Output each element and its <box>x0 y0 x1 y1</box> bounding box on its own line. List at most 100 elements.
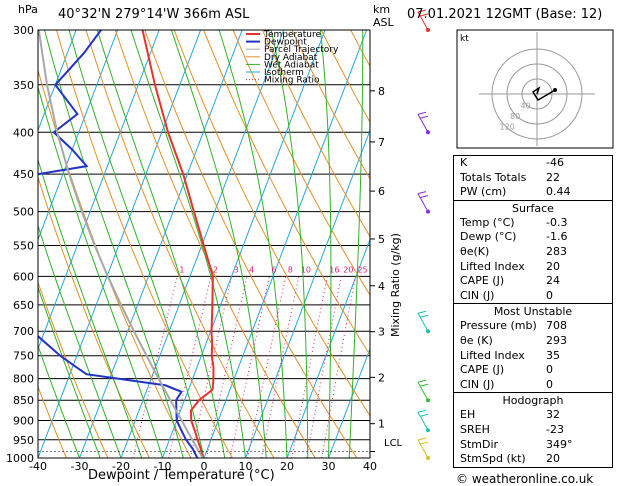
dry-adiabat-line <box>203 30 370 356</box>
isotherm-line <box>38 30 202 458</box>
pressure-tick-label: 850 <box>13 394 34 407</box>
dry-adiabat-line <box>232 30 370 297</box>
dry-adiabat-line <box>173 30 370 417</box>
pw-value: 0.44 <box>546 185 571 199</box>
wet-adiabat-line <box>218 30 288 458</box>
wet-adiabat-line <box>96 30 226 458</box>
temperature-tick-label: 30 <box>322 460 336 473</box>
hodograph-unit-label: kt <box>460 34 469 44</box>
isotherm-line <box>286 238 370 458</box>
wind-barb-flag <box>419 314 429 318</box>
isotherm-line <box>38 30 160 351</box>
wind-barb-staff <box>417 381 429 401</box>
surface-li-value: 20 <box>546 259 560 273</box>
wind-barb-staff <box>417 312 429 332</box>
series-line-temperature <box>141 30 215 458</box>
temperature-tick-label: -10 <box>154 460 172 473</box>
legend-label: Wet Adiabat <box>264 60 319 70</box>
pressure-tick-label: 300 <box>13 24 34 37</box>
legend-label: Isotherm <box>264 68 304 78</box>
sreh-label: SREH <box>460 422 490 436</box>
dry-adiabat-line <box>38 175 150 458</box>
km-tick-label: 8 <box>378 85 385 98</box>
wind-barb-flag <box>419 413 429 417</box>
series-line-dewpoint <box>38 30 199 458</box>
wet-adiabat-line <box>68 30 205 458</box>
km-tick-label: 6 <box>378 185 385 198</box>
stmdir-value: 349° <box>546 437 573 451</box>
mixing-ratio-line <box>321 276 356 458</box>
temperature-tick-label: 10 <box>239 460 253 473</box>
wet-adiabat-line <box>38 285 101 458</box>
height-unit-label: km ASL <box>373 3 394 29</box>
wind-barb-staff <box>417 193 429 212</box>
hodograph-ring-label: 120 <box>500 123 515 132</box>
km-tick-label: 1 <box>378 418 385 431</box>
isotherm-line <box>328 347 370 458</box>
dry-adiabat-line <box>114 30 316 458</box>
mu-pressure-label: Pressure (mb) <box>460 319 537 333</box>
km-tick-label: 4 <box>378 280 385 293</box>
pressure-tick-label: 750 <box>13 350 34 363</box>
temperature-tick-label: 20 <box>280 460 294 473</box>
pressure-tick-label: 800 <box>13 373 34 386</box>
mu-cin-label: CIN (J) <box>460 377 495 391</box>
hodograph-ring-label: 40 <box>521 102 531 111</box>
mixing-ratio-line <box>261 276 300 458</box>
wet-adiabat-line <box>348 30 364 458</box>
km-tick-label: 2 <box>378 371 385 384</box>
location-title: 40°32'N 279°14'W 366m ASL <box>58 7 250 22</box>
isotherm-line <box>38 30 77 132</box>
wet-adiabat-line <box>270 30 309 458</box>
legend-label: Dry Adiabat <box>264 53 318 63</box>
watermark: © weatheronline.co.uk <box>456 472 594 486</box>
wet-adiabat-line <box>38 158 143 458</box>
isotherm-line <box>162 30 326 458</box>
pressure-tick-label: 500 <box>13 206 34 219</box>
series-line-parcel-trajectory <box>38 30 204 458</box>
pressure-tick-label: 350 <box>13 79 34 92</box>
date-title: 07.01.2021 12GMT (Base: 12) <box>407 7 603 22</box>
pressure-tick-label: 600 <box>13 270 34 283</box>
mixing-ratio-line <box>132 276 178 458</box>
totals-value: 22 <box>546 170 560 184</box>
wet-adiabat-line <box>38 344 80 458</box>
hodograph-frame <box>456 29 614 149</box>
surface-li-label: Lifted Index <box>460 259 525 273</box>
surface-cin-value: 0 <box>546 288 553 302</box>
dry-adiabat-line <box>85 30 275 458</box>
wind-barb-flag <box>419 115 429 119</box>
dry-adiabat-line <box>38 280 109 458</box>
surface-temp-label: Temp (°C) <box>460 215 515 229</box>
dry-adiabat-line <box>144 30 358 458</box>
eh-value: 32 <box>546 408 560 422</box>
legend-label: Mixing Ratio <box>264 76 320 86</box>
legend-label: Temperature <box>263 30 321 40</box>
pressure-tick-label: 650 <box>13 299 34 312</box>
stmspd-value: 20 <box>546 452 560 466</box>
pressure-unit-label: hPa <box>18 3 38 16</box>
mixing-ratio-label: 8 <box>288 265 293 274</box>
km-tick-label: 3 <box>378 326 385 339</box>
eh-label: EH <box>460 408 476 422</box>
mu-thetae-label: θe (K) <box>460 333 493 347</box>
lcl-label: LCL <box>384 438 403 449</box>
wind-barb-flag <box>419 441 429 445</box>
mixing-ratio-line <box>306 276 342 458</box>
wind-barb-flag <box>417 310 427 314</box>
temperature-tick-label: -30 <box>71 460 89 473</box>
k-index-value: -46 <box>546 156 564 169</box>
dry-adiabat-line <box>261 30 370 238</box>
mixing-ratio-label: 6 <box>271 265 276 274</box>
hodograph-storm-marker <box>553 88 557 92</box>
wind-barb-flag <box>417 111 427 115</box>
wind-barb-flag <box>419 383 429 387</box>
hodograph-trace <box>531 86 556 102</box>
plot-area: 1 2 3 4 6 8 10 16 20 25 <box>38 30 370 458</box>
pressure-tick-label: 1000 <box>6 452 34 465</box>
surface-cape-value: 24 <box>546 274 560 288</box>
dry-adiabat-line <box>38 385 67 458</box>
mixing-ratio-label: 4 <box>249 265 254 274</box>
mixing-ratio-label: 3 <box>234 265 239 274</box>
